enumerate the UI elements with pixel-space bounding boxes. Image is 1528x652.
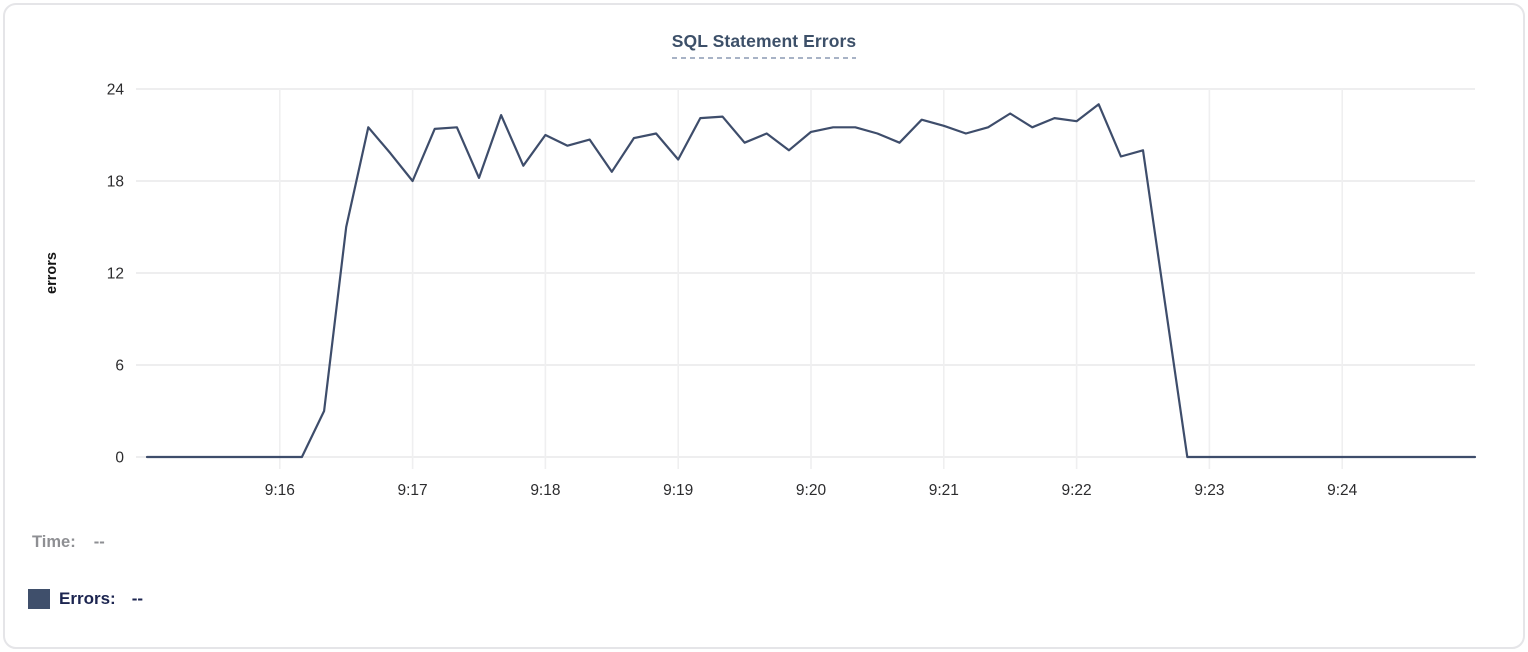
chart-title-text: SQL Statement Errors	[671, 31, 857, 51]
svg-text:6: 6	[115, 358, 124, 375]
svg-text:9:20: 9:20	[796, 482, 827, 499]
title-dashed-underline	[671, 57, 857, 59]
svg-text:9:22: 9:22	[1062, 482, 1092, 499]
svg-text:24: 24	[107, 82, 125, 99]
chart-header: SQL Statement Errors	[5, 31, 1523, 59]
hover-readout-time: Time: --	[32, 533, 105, 552]
svg-text:9:18: 9:18	[530, 482, 560, 499]
svg-text:12: 12	[107, 266, 124, 283]
errors-label: Errors:	[59, 589, 116, 608]
chart-card: SQL Statement Errors errors 24 18 12 6 0 9:16…	[3, 3, 1525, 649]
svg-text:0: 0	[115, 450, 124, 467]
time-label: Time:	[32, 533, 76, 551]
hover-readout-errors: Errors: --	[28, 589, 143, 609]
errors-line-chart[interactable]: 24 18 12 6 0 9:16 9:17 9:18 9:19 9:20 9:21 9:22 9:23…	[5, 5, 1528, 515]
svg-text:9:21: 9:21	[929, 482, 959, 499]
time-value: --	[93, 533, 105, 551]
svg-text:9:23: 9:23	[1194, 482, 1224, 499]
svg-text:18: 18	[107, 174, 124, 191]
svg-text:9:17: 9:17	[398, 482, 428, 499]
chart-title[interactable]: SQL Statement Errors	[671, 31, 857, 59]
errors-series-swatch	[28, 589, 50, 609]
svg-text:9:16: 9:16	[265, 482, 295, 499]
errors-value: --	[131, 589, 144, 608]
svg-text:9:24: 9:24	[1327, 482, 1358, 499]
svg-text:9:19: 9:19	[663, 482, 693, 499]
